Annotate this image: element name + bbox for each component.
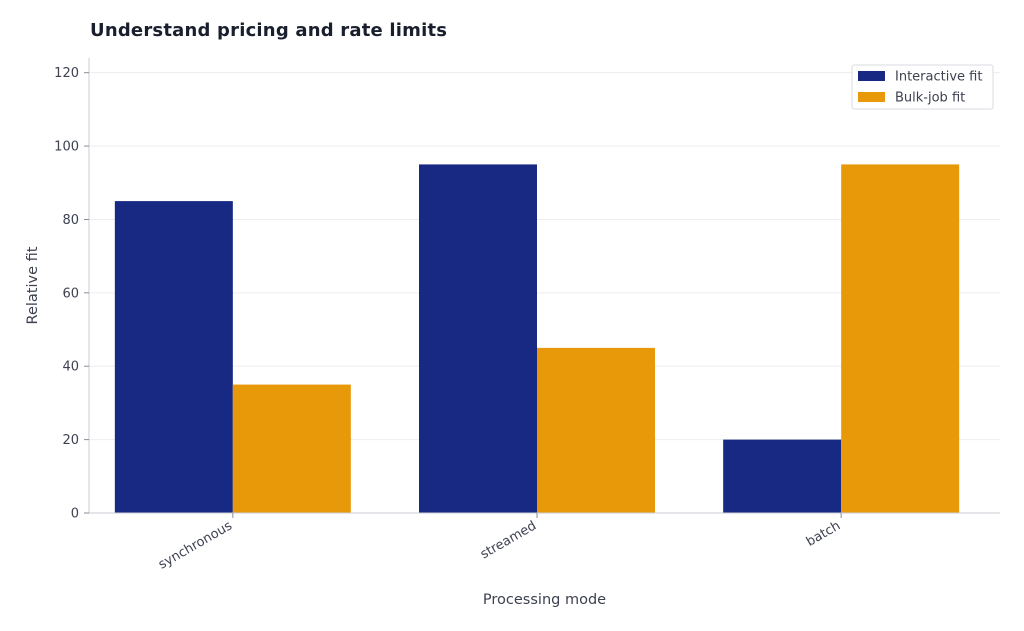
axes xyxy=(88,58,1000,514)
y-tick-labels: 0 20 40 60 80 100 120 xyxy=(54,66,89,522)
bar-interactive-fit-streamed xyxy=(419,164,537,513)
y-axis-label: Relative fit xyxy=(25,246,41,324)
y-tick-label: 40 xyxy=(62,360,79,375)
legend-box xyxy=(851,64,994,110)
bar-bulk-job-fit-synchronous xyxy=(232,384,351,513)
x-tick-label: batch xyxy=(804,518,843,549)
bar-interactive-fit-synchronous xyxy=(114,201,233,513)
bar-bulk-job-fit-streamed xyxy=(537,347,655,513)
bar-interactive-fit-batch xyxy=(723,439,842,513)
x-axis-label: Processing mode xyxy=(483,592,606,608)
legend-label: Interactive fit xyxy=(895,70,982,85)
legend-label: Bulk-job fit xyxy=(895,91,965,106)
legend: Interactive fit Bulk-job fit xyxy=(851,64,994,110)
x-tick-label: streamed xyxy=(478,518,539,562)
y-tick-label: 0 xyxy=(71,507,79,522)
bar-bulk-job-fit-batch xyxy=(841,164,960,513)
x-tick-label: synchronous xyxy=(156,518,235,572)
legend-swatch xyxy=(858,92,885,102)
x-tick-labels: synchronous streamed batch xyxy=(156,513,843,573)
y-tick-label: 100 xyxy=(54,140,79,155)
legend-swatch xyxy=(858,71,885,81)
y-tick-label: 120 xyxy=(54,66,79,81)
y-tick-label: 60 xyxy=(62,286,79,301)
bars-group xyxy=(114,164,960,513)
y-tick-label: 20 xyxy=(62,433,79,448)
chart-title: Understand pricing and rate limits xyxy=(90,20,448,41)
y-tick-label: 80 xyxy=(62,213,79,228)
